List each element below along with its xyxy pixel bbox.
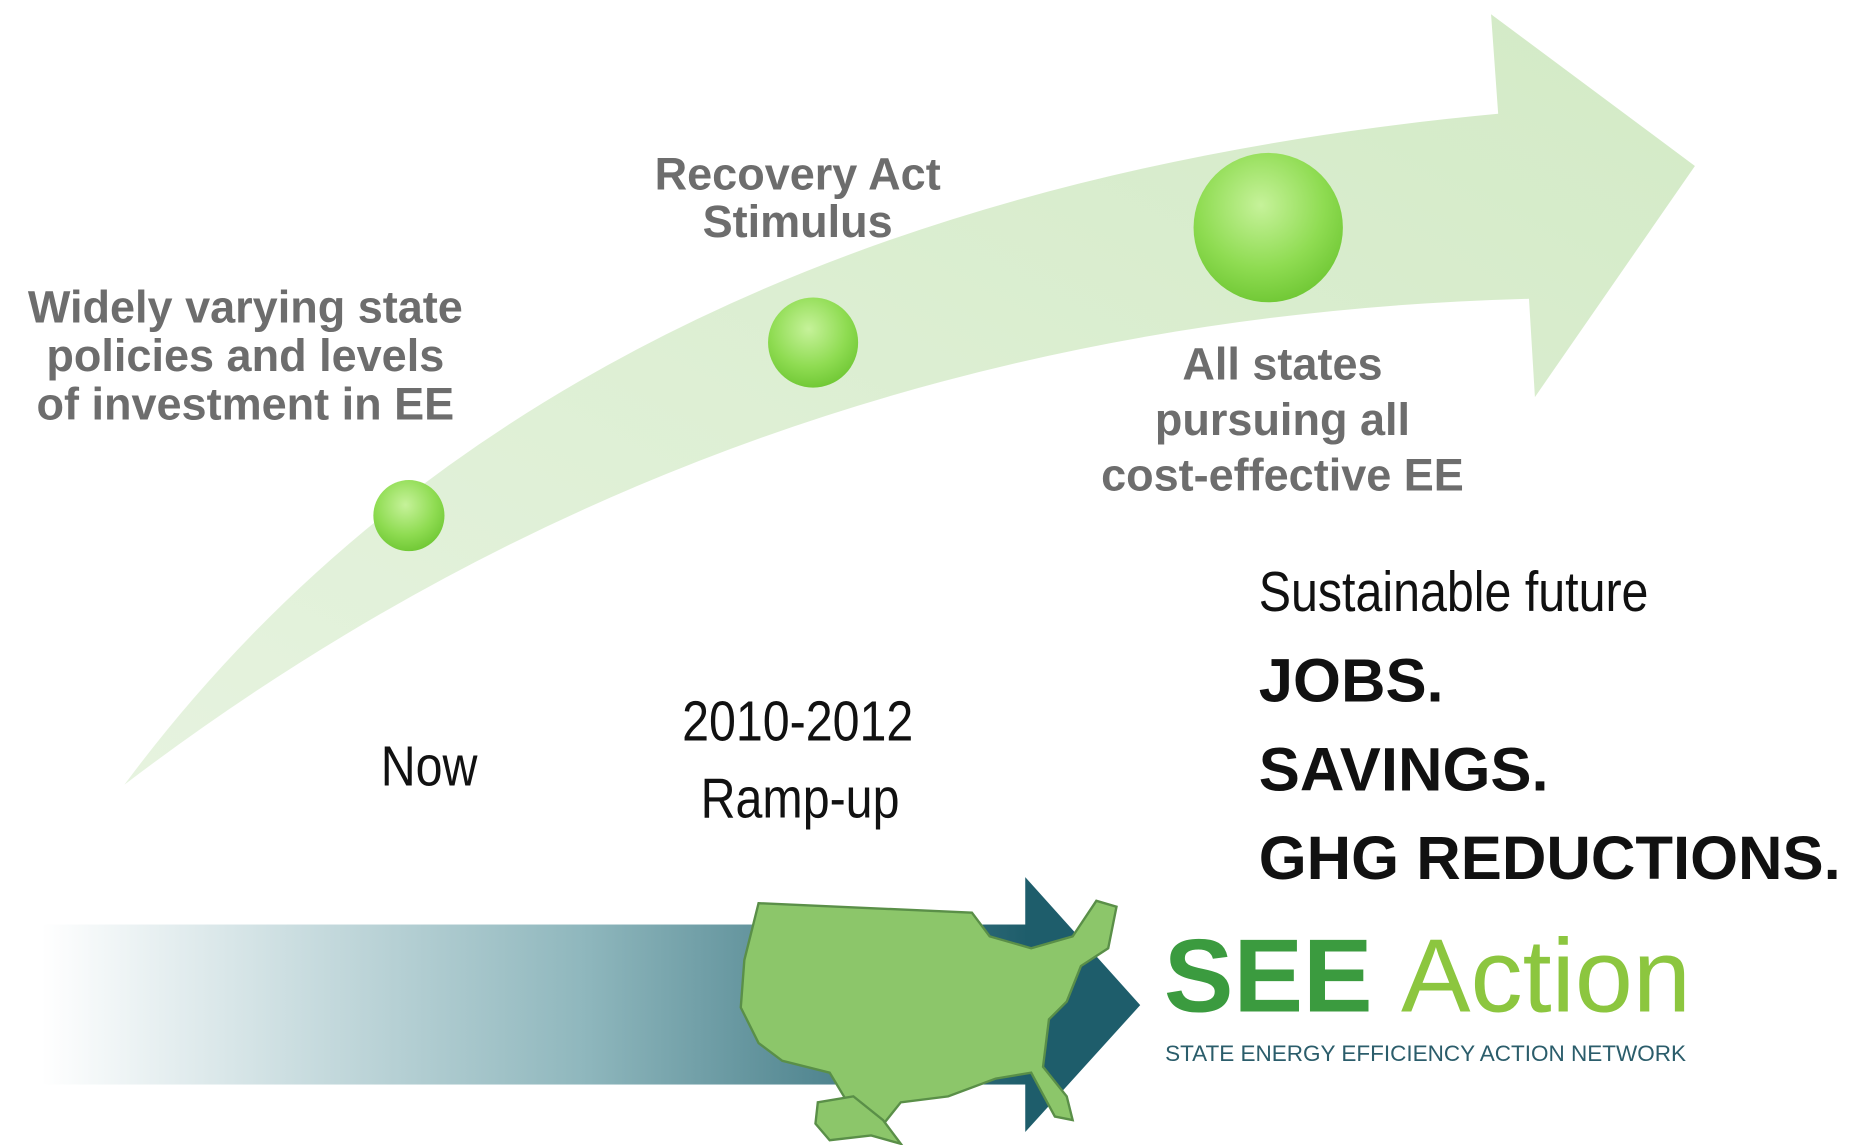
logo-see: SEE <box>1164 918 1373 1034</box>
milestone-label: of investment in EE <box>36 379 454 430</box>
logo-action: Action <box>1401 918 1691 1034</box>
timeline-now: Now <box>381 735 479 799</box>
milestone-label: All states <box>1182 338 1382 389</box>
outcome-heading: Sustainable future <box>1259 561 1649 625</box>
alaska <box>814 1095 904 1145</box>
milestone-label: policies and levels <box>46 330 444 381</box>
milestone-dot <box>1193 152 1343 303</box>
timeline-years: 2010-2012 <box>682 690 913 754</box>
milestone-dot <box>373 480 445 552</box>
logo-tagline: STATE ENERGY EFFICIENCY ACTION NETWORK <box>1165 1041 1686 1066</box>
outcome: GHG REDUCTIONS. <box>1259 824 1841 893</box>
milestone-label: Stimulus <box>703 196 893 247</box>
timeline-phase: Ramp-up <box>701 767 900 831</box>
outcome: SAVINGS. <box>1259 735 1549 804</box>
us-map <box>739 899 1118 1134</box>
milestone-label: pursuing all <box>1155 394 1410 445</box>
milestone-label: Recovery Act <box>655 149 941 200</box>
milestone-label: Widely varying state <box>28 281 463 332</box>
milestone-label: cost-effective EE <box>1101 450 1464 501</box>
outcome: JOBS. <box>1259 646 1444 715</box>
milestone-dot <box>768 297 859 388</box>
